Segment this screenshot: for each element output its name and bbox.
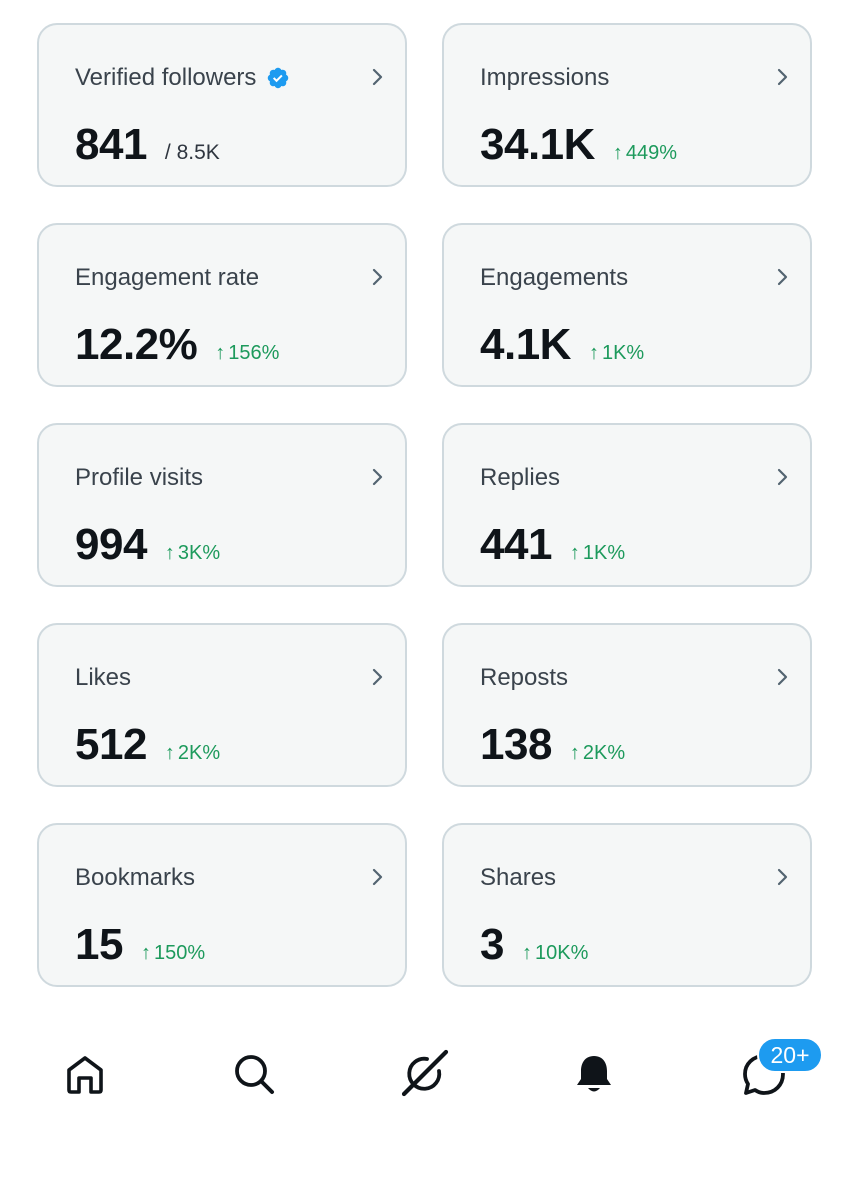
chevron-right-icon	[777, 68, 788, 86]
metric-value: 512	[75, 720, 147, 769]
metric-label: Shares	[480, 864, 557, 891]
metric-label: Replies	[480, 464, 561, 491]
metric-change: ↑ 156%	[215, 342, 280, 364]
arrow-up-icon: ↑	[215, 342, 226, 364]
bottom-nav-bar: 20+	[0, 1030, 848, 1120]
metric-value: 4.1K	[480, 320, 571, 369]
metric-value: 994	[75, 520, 147, 569]
arrow-up-icon: ↑	[164, 742, 175, 764]
metric-value-row: 34.1K ↑ 449%	[480, 119, 677, 171]
nav-notifications[interactable]	[566, 1046, 622, 1102]
metric-value-row: 841 / 8.5K	[75, 119, 220, 171]
metric-card-reposts[interactable]: Reposts 138 ↑ 2K%	[442, 623, 812, 787]
metric-card-shares[interactable]: Shares 3 ↑ 10K%	[442, 823, 812, 987]
arrow-up-icon: ↑	[140, 942, 151, 964]
messages-badge: 20+	[757, 1037, 823, 1073]
arrow-up-icon: ↑	[521, 942, 532, 964]
arrow-up-icon: ↑	[569, 742, 580, 764]
metric-label: Verified followers	[75, 64, 257, 91]
metric-change: ↑ 1K%	[569, 542, 626, 564]
grok-icon	[401, 1049, 449, 1097]
metric-value: 841	[75, 120, 147, 169]
home-icon	[67, 1056, 103, 1094]
arrow-up-icon: ↑	[588, 342, 599, 364]
nav-search[interactable]	[226, 1046, 282, 1102]
metric-value-row: 138 ↑ 2K%	[480, 719, 625, 771]
chevron-right-icon	[372, 468, 383, 486]
metrics-grid: Verified followers 841 / 8.5K Impression…	[37, 23, 812, 987]
metric-card-verified-followers[interactable]: Verified followers 841 / 8.5K	[37, 23, 407, 187]
bell-icon	[577, 1056, 611, 1092]
chevron-right-icon	[777, 668, 788, 686]
chevron-right-icon	[372, 268, 383, 286]
chevron-right-icon	[372, 668, 383, 686]
metric-card-replies[interactable]: Replies 441 ↑ 1K%	[442, 423, 812, 587]
metric-card-engagement-rate[interactable]: Engagement rate 12.2% ↑ 156%	[37, 223, 407, 387]
search-icon	[235, 1055, 274, 1094]
metric-label: Engagement rate	[75, 264, 260, 291]
nav-home[interactable]	[57, 1046, 113, 1102]
metric-label: Reposts	[480, 664, 569, 691]
metric-label: Engagements	[480, 264, 629, 291]
metric-value: 15	[75, 920, 123, 969]
metric-change: ↑ 3K%	[164, 542, 221, 564]
chevron-right-icon	[372, 868, 383, 886]
metric-value: 138	[480, 720, 552, 769]
arrow-up-icon: ↑	[612, 142, 623, 164]
metric-label-row: Verified followers	[75, 63, 290, 93]
metric-change: ↑ 1K%	[588, 342, 645, 364]
metric-value-row: 15 ↑ 150%	[75, 919, 205, 971]
arrow-up-icon: ↑	[569, 542, 580, 564]
metric-change: ↑ 150%	[140, 942, 206, 964]
chevron-right-icon	[777, 868, 788, 886]
metric-value-row: 3 ↑ 10K%	[480, 919, 588, 971]
metric-value-row: 441 ↑ 1K%	[480, 519, 625, 571]
metric-card-engagements[interactable]: Engagements 4.1K ↑ 1K%	[442, 223, 812, 387]
metric-label: Profile visits	[75, 464, 204, 491]
metric-value: 12.2%	[75, 320, 198, 369]
metric-value: 3	[480, 920, 504, 969]
metric-card-likes[interactable]: Likes 512 ↑ 2K%	[37, 623, 407, 787]
metric-value-row: 512 ↑ 2K%	[75, 719, 220, 771]
chevron-right-icon	[777, 468, 788, 486]
chevron-right-icon	[777, 268, 788, 286]
metric-value-row: 994 ↑ 3K%	[75, 519, 220, 571]
metric-change: ↑ 2K%	[569, 742, 626, 764]
metric-label: Impressions	[480, 64, 610, 91]
metric-card-profile-visits[interactable]: Profile visits 994 ↑ 3K%	[37, 423, 407, 587]
metric-value-row: 12.2% ↑ 156%	[75, 319, 279, 371]
metric-change: ↑ 2K%	[164, 742, 221, 764]
metric-change: ↑ 10K%	[521, 942, 589, 964]
chevron-right-icon	[372, 68, 383, 86]
metric-change: ↑ 449%	[612, 142, 678, 164]
metric-label: Bookmarks	[75, 864, 196, 891]
verified-badge-icon	[268, 67, 289, 89]
metric-value: 441	[480, 520, 552, 569]
arrow-up-icon: ↑	[164, 542, 175, 564]
nav-grok[interactable]	[396, 1046, 452, 1102]
metric-card-bookmarks[interactable]: Bookmarks 15 ↑ 150%	[37, 823, 407, 987]
metric-value-row: 4.1K ↑ 1K%	[480, 319, 644, 371]
metric-card-impressions[interactable]: Impressions 34.1K ↑ 449%	[442, 23, 812, 187]
metric-value: 34.1K	[480, 120, 595, 169]
metric-total: / 8.5K	[164, 141, 220, 164]
metric-label: Likes	[75, 664, 132, 691]
